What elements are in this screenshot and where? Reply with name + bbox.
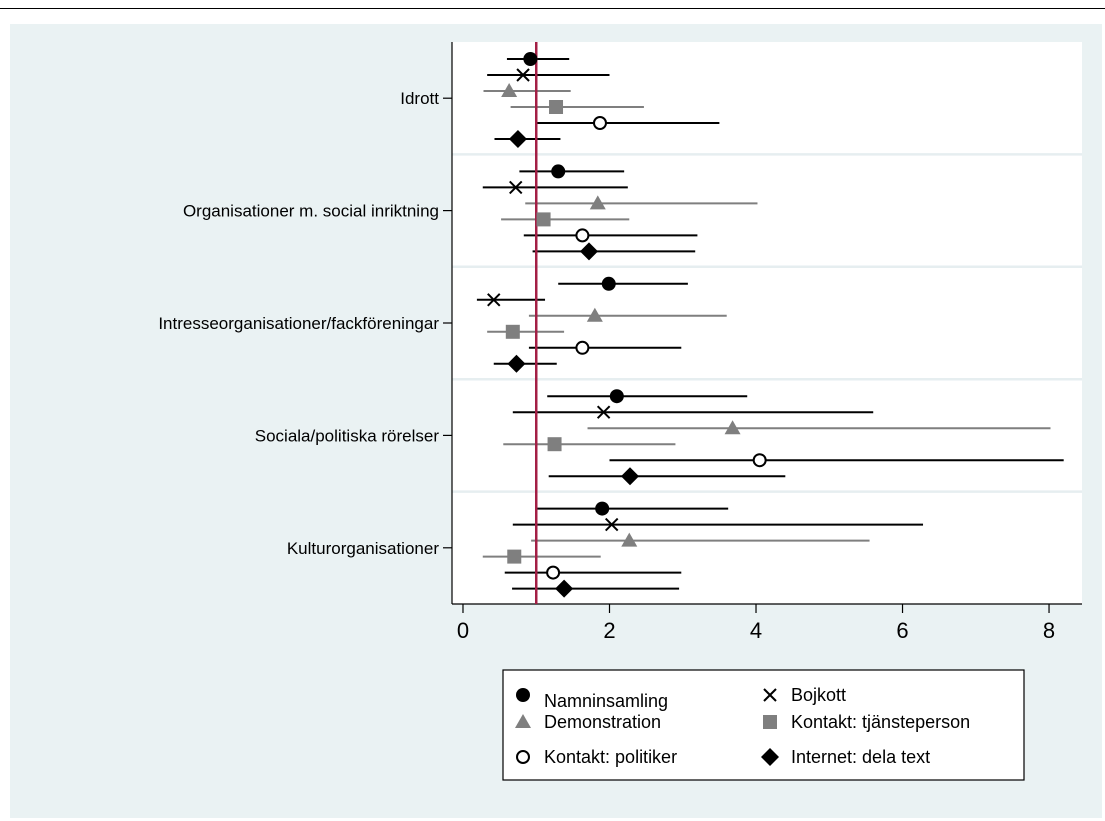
legend-bojkott-marker-stroke-b	[763, 688, 777, 702]
x-tick-label: 4	[750, 618, 762, 643]
marker-namninsamling-organisationer-m-social-inriktning	[551, 164, 566, 179]
marker-bojkott-intresseorganisationer-fackforeningar	[487, 293, 501, 307]
marker-namninsamling-idrott	[523, 52, 538, 66]
marker-internet-dela-text-organisationer-m-social-inriktning	[579, 242, 598, 261]
x-tick-label: 8	[1043, 618, 1055, 643]
marker-demonstration-kulturorganisationer	[621, 532, 638, 547]
x-tick-label: 6	[896, 618, 908, 643]
marker-kontakt-politiker-idrott	[592, 116, 607, 130]
confidence-intervals	[476, 58, 1064, 590]
marker-bojkott-sociala-politiska-rorelser-stroke-b	[596, 405, 611, 419]
marker-demonstration-sociala-politiska-rorelser	[724, 420, 741, 435]
marker-bojkott-idrott	[516, 68, 530, 82]
marker-bojkott-intresseorganisationer-fackforeningar-stroke-b	[487, 293, 501, 307]
marker-bojkott-organisationer-m-social-inriktning	[509, 180, 523, 195]
marker-internet-dela-text-intresseorganisationer-fackforeningar	[507, 354, 526, 373]
legend-kontakt-tjansteperson-label: Kontakt: tjänsteperson	[791, 712, 970, 732]
marker-bojkott-idrott-stroke-b	[516, 68, 530, 82]
x-tick-label: 0	[457, 618, 469, 643]
marker-internet-dela-text-kulturorganisationer	[555, 579, 574, 598]
marker-kontakt-tjansteperson-sociala-politiska-rorelser	[547, 437, 562, 452]
category-label-organisationer-m-social-inriktning: Organisationer m. social inriktning	[183, 202, 439, 221]
marker-bojkott-kulturorganisationer	[604, 517, 619, 532]
marker-kontakt-politiker-intresseorganisationer-fackforeningar	[575, 340, 590, 355]
point-estimates	[487, 52, 767, 598]
marker-bojkott-kulturorganisationer-stroke-b	[604, 517, 619, 532]
legend-kontakt-tjansteperson-marker	[763, 715, 777, 729]
marker-bojkott-sociala-politiska-rorelser	[596, 405, 611, 419]
marker-bojkott-organisationer-m-social-inriktning-stroke-b	[509, 180, 523, 195]
marker-kontakt-tjansteperson-intresseorganisationer-fackforeningar	[505, 324, 520, 339]
legend-demonstration-label: Demonstration	[544, 712, 661, 732]
x-tick-label: 2	[603, 618, 615, 643]
top-rule	[0, 8, 1105, 9]
marker-demonstration-idrott	[501, 83, 518, 97]
marker-kontakt-politiker-sociala-politiska-rorelser	[752, 453, 767, 468]
marker-namninsamling-sociala-politiska-rorelser	[609, 389, 624, 404]
legend-bojkott-marker	[763, 688, 777, 702]
marker-kontakt-tjansteperson-organisationer-m-social-inriktning	[536, 212, 551, 227]
marker-kontakt-tjansteperson-idrott	[549, 100, 564, 114]
legend-kontakt-politiker-marker	[516, 750, 530, 764]
category-label-kulturorganisationer: Kulturorganisationer	[287, 539, 439, 558]
marker-kontakt-politiker-organisationer-m-social-inriktning	[575, 228, 590, 243]
legend-namninsamling-marker	[516, 688, 530, 702]
grid-lines	[452, 153, 1082, 493]
marker-kontakt-tjansteperson-kulturorganisationer	[507, 549, 522, 564]
legend-kontakt-politiker-label: Kontakt: politiker	[544, 747, 677, 767]
legend: Namninsamling Bojkott Demonstration Kontakt…	[502, 669, 1025, 781]
plot-area	[452, 42, 1082, 604]
marker-internet-dela-text-sociala-politiska-rorelser	[621, 467, 640, 486]
category-label-intresseorganisationer-fackforeningar: Intresseorganisationer/fackföreningar	[158, 314, 439, 333]
legend-internet-dela-text-marker	[761, 748, 779, 766]
marker-kontakt-politiker-kulturorganisationer	[546, 565, 561, 580]
legend-internet-dela-text-label: Internet: dela text	[791, 747, 930, 767]
category-label-sociala-politiska-rorelser: Sociala/politiska rörelser	[255, 426, 440, 445]
legend-bojkott-label: Bojkott	[791, 685, 846, 705]
category-label-idrott: Idrott	[400, 89, 439, 108]
marker-internet-dela-text-idrott	[508, 130, 527, 148]
axes: 0 2 4 6 8 Idrott Organisationer m. social inri…	[158, 42, 1082, 643]
marker-demonstration-organisationer-m-social-inriktning	[589, 195, 606, 210]
marker-namninsamling-intresseorganisationer-fackforeningar	[601, 276, 616, 291]
legend-namninsamling-label: Namninsamling	[544, 691, 668, 711]
marker-namninsamling-kulturorganisationer	[595, 501, 610, 516]
legend-demonstration-marker	[515, 714, 531, 728]
marker-demonstration-intresseorganisationer-fackforeningar	[586, 307, 603, 322]
